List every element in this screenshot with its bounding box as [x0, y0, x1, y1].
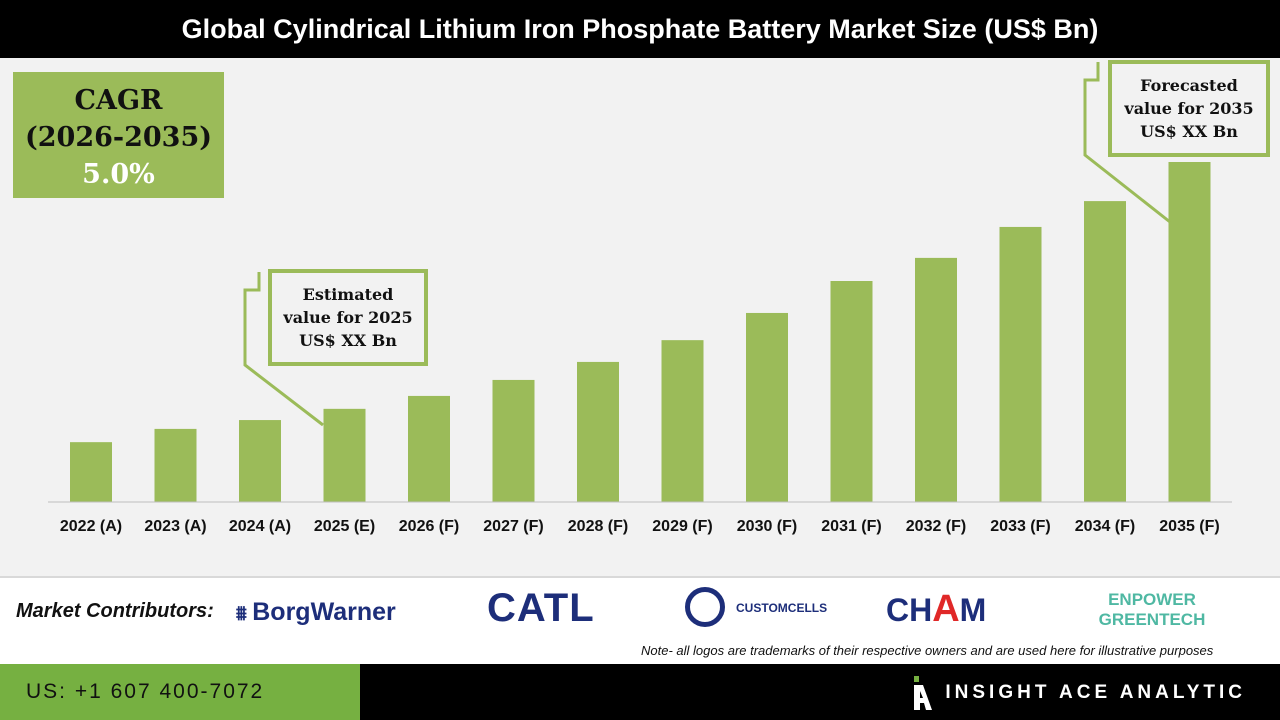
x-tick-label: 2028 (F): [568, 518, 628, 535]
bar-2025: [323, 408, 366, 502]
contributors-label: Market Contributors:: [16, 600, 214, 622]
bar-2022: [70, 442, 112, 502]
cagr-label: CAGR: [74, 85, 163, 116]
x-tick-label: 2027 (F): [483, 518, 543, 535]
bar-2032: [915, 257, 957, 502]
x-tick-label: 2032 (F): [906, 518, 966, 535]
bar-chart: 2022 (A) 2023 (A) 2024 (A) 2025 (E) 2026 (F)…: [48, 62, 1232, 535]
cagr-box: CAGR (2026-2035) 5.0%: [13, 72, 224, 198]
bar-2028: [577, 361, 619, 502]
callout-line: Forecasted: [1140, 76, 1238, 95]
callout-line: US$ XX Bn: [1140, 122, 1238, 141]
brand-name: INSIGHT ACE ANALYTIC: [945, 682, 1246, 703]
bar-2023: [154, 428, 197, 502]
estimated-connector: [243, 272, 324, 427]
bar-2029: [661, 340, 704, 502]
trademark-note: Note- all logos are trademarks of their …: [641, 643, 1214, 658]
x-tick-label: 2031 (F): [821, 518, 881, 535]
x-tick-label: 2025 (E): [314, 518, 375, 535]
logo-cham: CHAM: [886, 588, 987, 630]
forecasted-callout: Forecasted value for 2035 US$ XX Bn: [1108, 60, 1270, 157]
x-tick-label: 2035 (F): [1159, 518, 1219, 535]
bar-2035: [1168, 162, 1211, 502]
bar-2034: [1084, 201, 1126, 502]
callout-line: value for 2025: [283, 308, 413, 327]
forecasted-connector: [1083, 62, 1171, 224]
x-tick-label: 2033 (F): [990, 518, 1050, 535]
estimated-callout: Estimated value for 2025 US$ XX Bn: [268, 269, 428, 366]
x-tick-label: 2023 (A): [144, 518, 206, 535]
bar-2027: [492, 379, 535, 502]
footer-bar: [360, 664, 1280, 720]
phone-number[interactable]: US: +1 607 400-7072: [0, 664, 360, 720]
insight-ace-logo-icon: [914, 676, 932, 710]
x-tick-label: 2034 (F): [1075, 518, 1135, 535]
logo-borgwarner: ⩩ BorgWarner: [236, 598, 396, 626]
logo-customcells: CUSTOMCELLS: [736, 601, 828, 615]
x-tick-label: 2030 (F): [737, 518, 797, 535]
bar-2031: [830, 281, 873, 502]
logo-catl: CATL: [487, 586, 595, 630]
borgwarner-icon: ⩩: [236, 603, 253, 625]
callout-line: US$ XX Bn: [299, 331, 397, 350]
callout-line: value for 2035: [1124, 99, 1254, 118]
x-tick-label: 2026 (F): [399, 518, 459, 535]
x-tick-label: 2029 (F): [652, 518, 712, 535]
chart-title: Global Cylindrical Lithium Iron Phosphat…: [0, 0, 1280, 58]
x-tick-label: 2024 (A): [229, 518, 291, 535]
bar-2024: [239, 420, 281, 502]
logo-enpower: ENPOWER GREENTECH: [1098, 590, 1206, 629]
bar-2026: [408, 395, 450, 502]
cagr-period: (2026-2035): [24, 122, 213, 153]
x-tick-label: 2022 (A): [60, 518, 122, 535]
customcells-icon: [685, 587, 725, 627]
cagr-value: 5.0%: [82, 159, 155, 190]
bar-2033: [999, 226, 1042, 502]
bar-2030: [746, 312, 788, 502]
callout-line: Estimated: [302, 285, 394, 304]
